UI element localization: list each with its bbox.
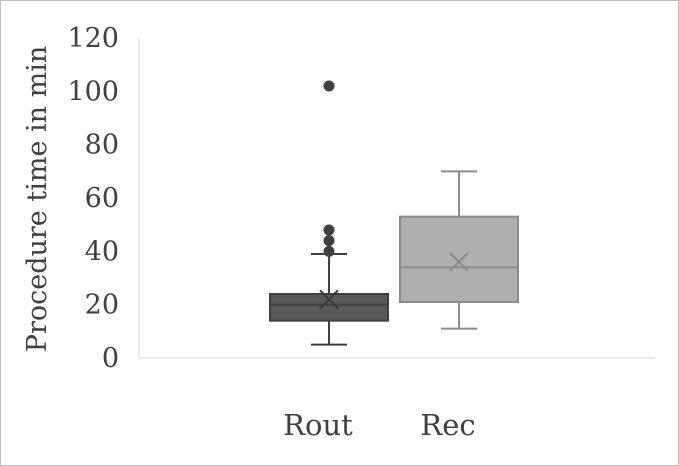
x-tick-label: Rec [420, 408, 475, 442]
y-tick-label: 80 [85, 130, 119, 161]
outlier-point [323, 224, 335, 236]
y-tick-label: 100 [67, 76, 119, 107]
y-tick-label: 0 [102, 343, 119, 374]
x-tick-label: Rout [283, 408, 353, 442]
box-group-rec [399, 170, 519, 330]
box-group-rout [269, 80, 389, 346]
interquartile-box [399, 215, 519, 304]
box-series [269, 80, 519, 346]
y-tick-label: 40 [85, 236, 119, 267]
y-tick-labels: 0 20 40 60 80 100 120 [67, 23, 119, 374]
x-tick-labels: Rout Rec [283, 408, 475, 442]
outlier-point [323, 245, 335, 257]
outlier-point [323, 80, 335, 92]
y-tick-label: 60 [85, 183, 119, 214]
y-tick-label: 120 [67, 23, 119, 54]
y-axis-title: Procedure time in min [22, 46, 53, 352]
mean-marker [449, 252, 469, 272]
outlier-point [323, 235, 335, 247]
mean-marker [319, 289, 339, 310]
y-tick-label: 20 [85, 290, 119, 321]
